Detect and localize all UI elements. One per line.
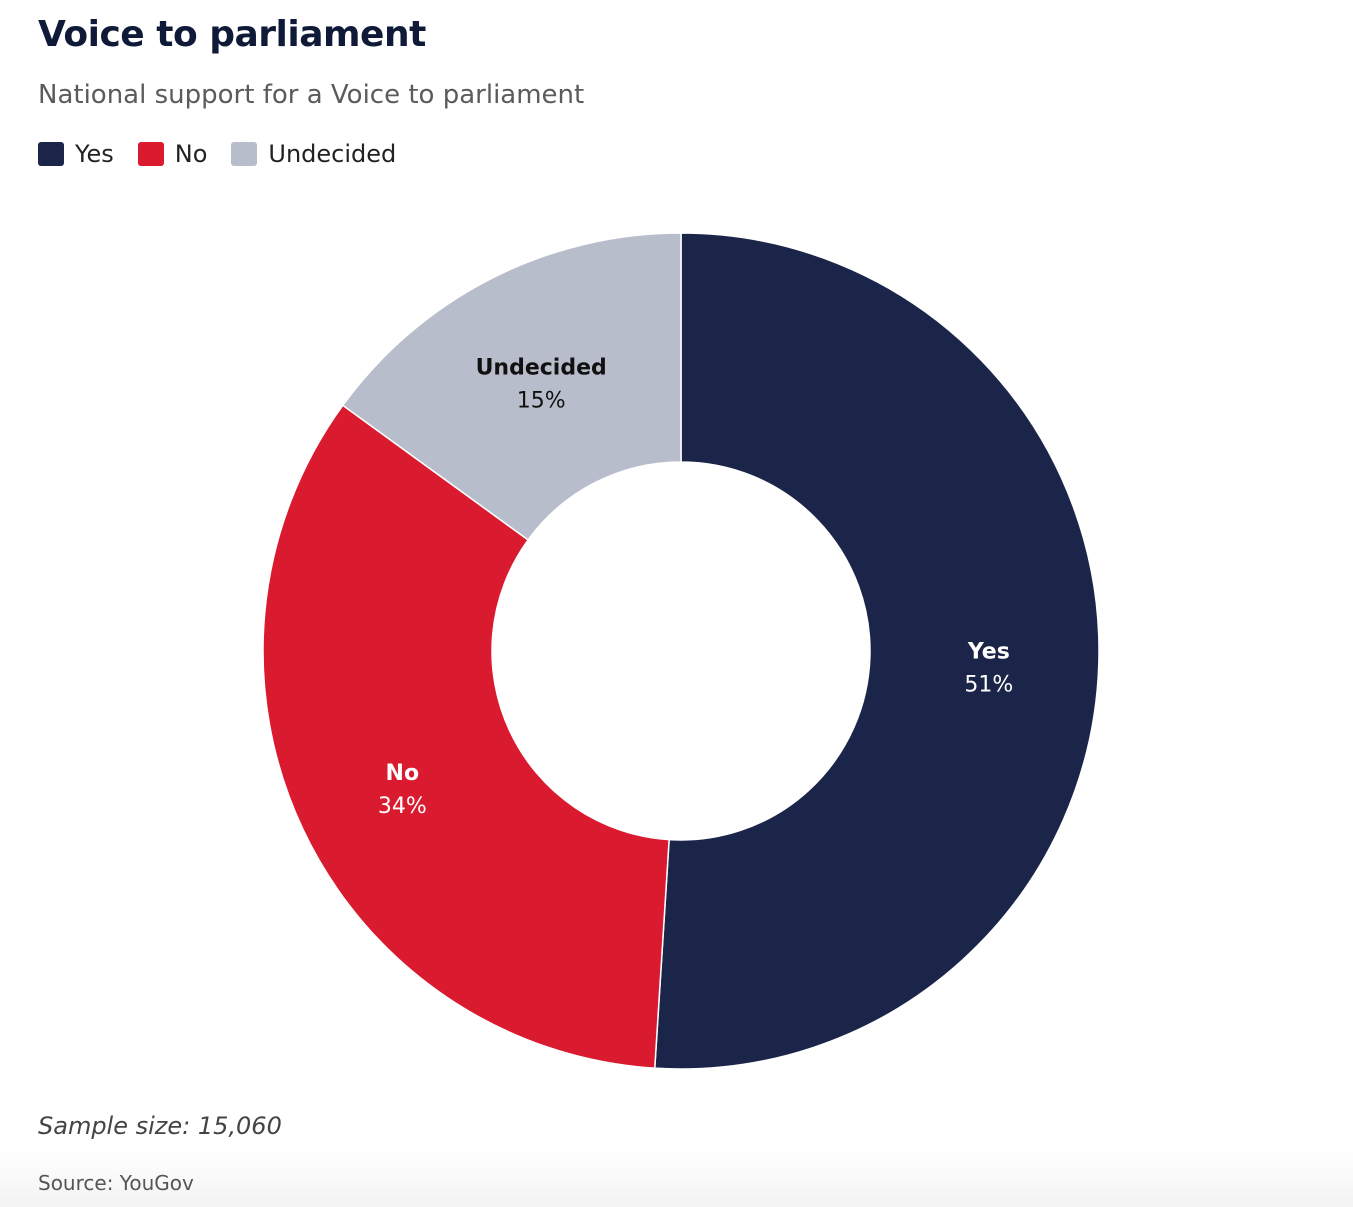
slice-label-yes: Yes [967, 640, 1010, 665]
slice-label-undecided: Undecided [476, 356, 607, 381]
legend-label-undecided: Undecided [268, 140, 397, 168]
sample-size-note: Sample size: 15,060 [38, 1112, 282, 1140]
slice-undecided[interactable] [341, 232, 682, 541]
legend-swatch-undecided [231, 142, 258, 166]
legend-item-undecided[interactable]: Undecided [231, 140, 396, 168]
slice-label-no: No [386, 761, 420, 786]
slice-value-no: 34% [378, 794, 427, 819]
source-credit: Source: YouGov [38, 1171, 194, 1195]
legend-item-yes[interactable]: Yes [38, 140, 114, 168]
slice-value-undecided: 15% [517, 389, 566, 414]
slice-value-yes: 51% [964, 673, 1013, 698]
chart-title: Voice to parliament [38, 14, 426, 55]
legend-label-yes: Yes [75, 140, 114, 168]
chart-legend: Yes No Undecided [38, 140, 420, 168]
legend-item-no[interactable]: No [137, 140, 208, 168]
chart-subtitle: National support for a Voice to parliame… [38, 80, 585, 110]
legend-swatch-yes [38, 142, 64, 166]
footer-bar [0, 1150, 1353, 1207]
slice-no[interactable] [262, 404, 670, 1069]
legend-label-no: No [174, 140, 208, 168]
slice-yes[interactable] [653, 232, 1100, 1070]
legend-swatch-no [137, 142, 164, 166]
